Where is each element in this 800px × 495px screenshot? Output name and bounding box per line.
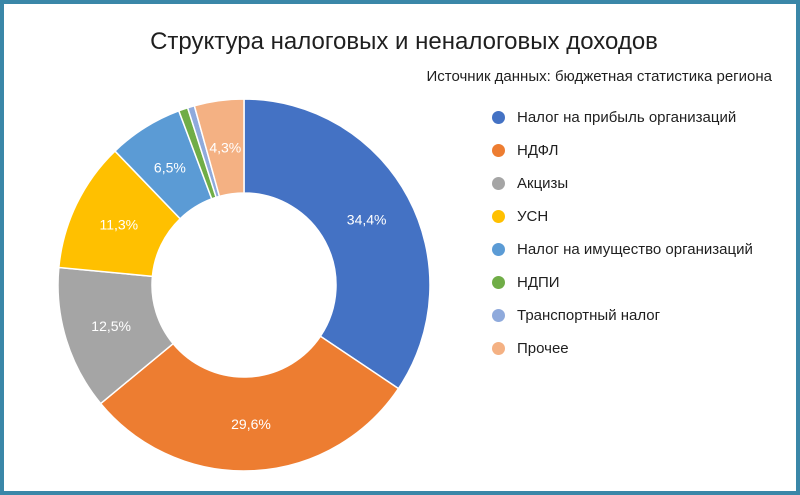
legend-label: Налог на прибыль организаций [517, 109, 737, 126]
donut-slice-1 [243, 98, 431, 390]
legend-swatch [492, 144, 505, 157]
slice-label-2: 29,6% [231, 416, 271, 432]
slice-label-4: 11,3% [99, 217, 138, 233]
legend-label: Акцизы [517, 175, 569, 192]
slice-label-8: 4,3% [209, 139, 241, 155]
legend-swatch [492, 276, 505, 289]
chart-legend: Налог на прибыль организаций НДФЛ Акцизы УС… [492, 101, 753, 365]
legend-swatch [492, 111, 505, 124]
legend-item: Налог на прибыль организаций [492, 101, 753, 134]
slice-label-1: 34,4% [347, 212, 387, 228]
legend-swatch [492, 243, 505, 256]
legend-item: НДПИ [492, 266, 753, 299]
legend-label: Налог на имущество организаций [517, 241, 753, 258]
legend-item: НДФЛ [492, 134, 753, 167]
legend-item: Налог на имущество организаций [492, 233, 753, 266]
legend-label: Транспортный налог [517, 307, 661, 324]
legend-item: УСН [492, 200, 753, 233]
legend-swatch [492, 309, 505, 322]
legend-label: НДПИ [517, 274, 560, 291]
donut-slice-2 [99, 335, 400, 472]
chart-subtitle: Источник данных: бюджетная статистика ре… [426, 68, 772, 85]
legend-swatch [492, 210, 505, 223]
legend-item: Акцизы [492, 167, 753, 200]
donut-chart: 34,4% 29,6% 12,5% 11,3% 6,5% 4,3% [57, 98, 431, 472]
legend-label: НДФЛ [517, 142, 559, 159]
legend-label: УСН [517, 208, 549, 225]
slice-label-5: 6,5% [154, 159, 186, 175]
legend-swatch [492, 342, 505, 355]
slice-label-3: 12,5% [91, 318, 131, 334]
legend-item: Транспортный налог [492, 299, 753, 332]
chart-title: Структура налоговых и неналоговых доходо… [150, 28, 658, 55]
legend-swatch [492, 177, 505, 190]
legend-item: Прочее [492, 332, 753, 365]
legend-label: Прочее [517, 340, 569, 357]
donut-slice-8 [193, 98, 245, 198]
